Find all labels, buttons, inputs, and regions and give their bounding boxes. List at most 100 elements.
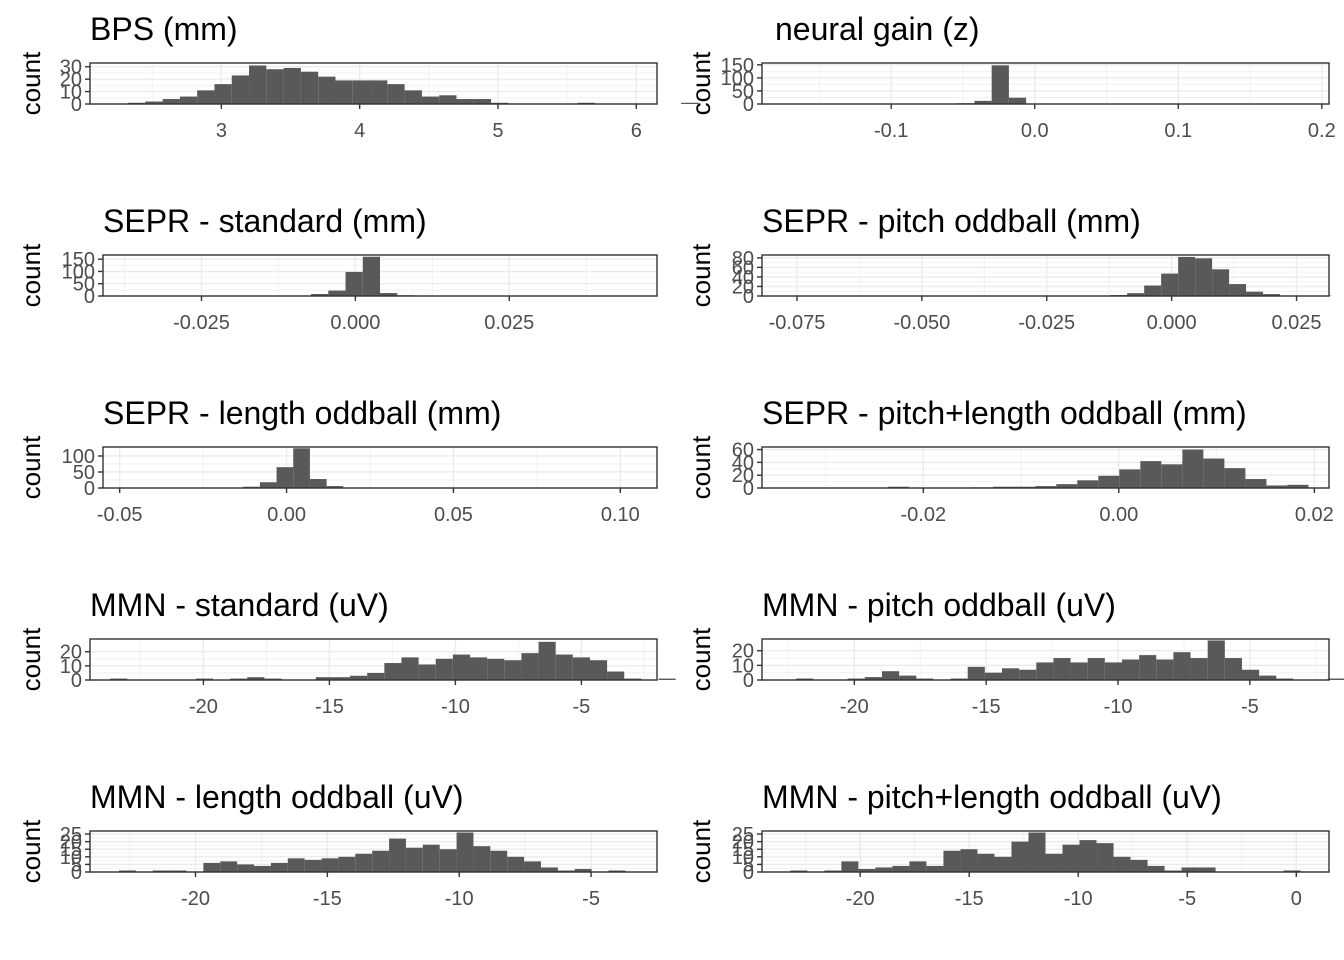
- histogram-bar: [984, 672, 1002, 680]
- y-tick-label: 100: [721, 68, 754, 90]
- y-tick-label: 0: [84, 478, 95, 500]
- histogram-bar: [362, 256, 380, 296]
- x-tick-label: 0.02: [1295, 504, 1334, 526]
- x-tick-label: -10: [441, 696, 470, 718]
- x-tick-label: 0.000: [1147, 312, 1197, 334]
- histogram-bar: [555, 654, 573, 680]
- y-tick-label: 10: [60, 656, 82, 678]
- y-tick-label: 100: [62, 446, 95, 468]
- y-tick-label: 10: [60, 847, 82, 869]
- histogram-bar: [1008, 97, 1027, 104]
- y-tick-label: 0: [71, 94, 82, 116]
- histogram-bar: [538, 641, 556, 680]
- histogram-bar: [1182, 449, 1204, 488]
- x-tick-label: -5: [582, 888, 600, 910]
- histogram-bar: [847, 678, 865, 680]
- x-tick-label: 0.05: [434, 504, 473, 526]
- histogram-bar: [490, 850, 508, 872]
- x-tick-label: -20: [181, 888, 210, 910]
- panel-border: [89, 830, 658, 873]
- histogram-bar: [1173, 652, 1191, 680]
- y-tick-label: 20: [732, 276, 754, 298]
- histogram-bar: [439, 95, 457, 104]
- y-axis-label: count: [16, 243, 46, 307]
- histogram-bar: [332, 677, 351, 680]
- histogram-bar: [824, 870, 842, 872]
- x-tick-label: 0.1: [1164, 120, 1192, 142]
- histogram-bar: [247, 677, 265, 680]
- histogram-bar: [1190, 658, 1208, 680]
- histogram-bar: [1098, 475, 1120, 488]
- histogram-bar: [1327, 678, 1344, 680]
- histogram-bar: [1164, 870, 1182, 872]
- y-tick-label: 30: [60, 57, 82, 79]
- y-tick-label: 80: [732, 248, 754, 270]
- histogram-bar: [352, 80, 371, 104]
- histogram-bar: [1178, 256, 1196, 296]
- histogram-bar: [300, 71, 319, 104]
- x-tick-label: 0.025: [1271, 312, 1321, 334]
- histogram-bar: [1001, 668, 1020, 680]
- y-axis-label: count: [16, 51, 46, 115]
- histogram-bar: [524, 861, 541, 872]
- histogram-bar: [422, 844, 440, 872]
- y-tick-label: 5: [743, 854, 754, 876]
- histogram-bar: [1195, 258, 1213, 296]
- histogram-bar: [370, 80, 388, 104]
- y-axis-label: count: [686, 243, 716, 307]
- panel-border: [102, 446, 658, 489]
- x-tick-label: 5: [492, 120, 503, 142]
- histogram-bar: [439, 849, 457, 872]
- x-tick-label: -0.025: [1018, 312, 1075, 334]
- y-tick-label: 10: [732, 655, 754, 677]
- x-tick-label: -15: [315, 696, 344, 718]
- x-tick-label: 4: [354, 120, 365, 142]
- histogram-bar: [1198, 867, 1216, 872]
- histogram-bar: [991, 65, 1009, 104]
- x-tick-label: -0.1: [874, 120, 908, 142]
- y-tick-label: 0: [743, 670, 754, 692]
- histogram-bar: [350, 675, 368, 680]
- panel-title: MMN - pitch+length oddball (uV): [762, 779, 1222, 815]
- histogram-bar: [858, 868, 876, 872]
- histogram-bar: [309, 479, 327, 488]
- histogram-bar: [950, 678, 968, 680]
- histogram-bar: [231, 75, 250, 104]
- y-axis-label: count: [686, 819, 716, 883]
- histogram-bar: [909, 861, 927, 872]
- panel-title: SEPR - length oddball (mm): [103, 395, 501, 431]
- panel-border: [761, 62, 1330, 105]
- y-tick-label: 60: [732, 440, 754, 462]
- histogram-bar: [214, 84, 232, 104]
- histogram-bar: [1181, 867, 1199, 872]
- y-axis-label: count: [686, 627, 716, 691]
- y-tick-label: 50: [73, 462, 95, 484]
- histogram-bar: [607, 671, 625, 680]
- histogram-bar: [230, 678, 248, 680]
- histogram-bar: [254, 865, 271, 872]
- histogram-bar: [1035, 486, 1057, 488]
- x-tick-label: -5: [1241, 696, 1259, 718]
- plot-area: [103, 447, 657, 488]
- histogram-bar: [1144, 285, 1162, 296]
- y-axis-label: count: [16, 627, 46, 691]
- histogram-bar: [1207, 640, 1225, 680]
- histogram-bar: [1036, 662, 1054, 680]
- x-tick-label: -20: [189, 696, 218, 718]
- histogram-bar: [974, 100, 992, 104]
- x-tick-label: -20: [840, 696, 869, 718]
- x-tick-label: -10: [445, 888, 474, 910]
- histogram-bar: [899, 675, 917, 680]
- y-tick-label: 0: [71, 862, 82, 884]
- histogram-bar: [110, 678, 128, 680]
- histogram-bar: [892, 865, 910, 872]
- x-tick-label: -0.05: [97, 504, 143, 526]
- panel-border: [761, 830, 1330, 873]
- histogram-bar: [470, 657, 488, 680]
- histogram-bar: [589, 660, 608, 680]
- panel-title: SEPR - pitch+length oddball (mm): [762, 395, 1247, 431]
- histogram-bar: [841, 861, 859, 872]
- histogram-bar: [452, 654, 471, 680]
